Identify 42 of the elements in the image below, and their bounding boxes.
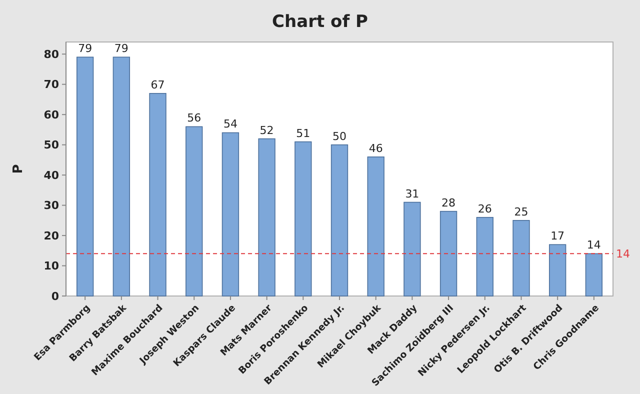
data-label: 17 xyxy=(550,230,565,243)
data-label: 25 xyxy=(514,205,528,218)
y-tick-label: 0 xyxy=(51,290,60,303)
bar xyxy=(440,210,458,296)
data-label: 54 xyxy=(223,118,238,131)
bar xyxy=(222,132,240,296)
bar xyxy=(76,56,94,296)
data-label: 26 xyxy=(478,202,492,216)
y-tick-label: 10 xyxy=(44,260,60,273)
bar xyxy=(367,156,384,296)
data-label: 67 xyxy=(150,78,165,92)
y-tick-label: 60 xyxy=(44,108,60,122)
data-label: 46 xyxy=(368,142,383,155)
y-tick-label: 40 xyxy=(44,168,60,182)
data-label: 56 xyxy=(187,112,202,125)
data-label: 50 xyxy=(332,130,346,143)
bar xyxy=(112,56,130,296)
data-label: 79 xyxy=(78,42,92,56)
chart-title: Chart of P xyxy=(272,12,368,32)
bar xyxy=(404,202,421,296)
bar xyxy=(330,144,348,296)
bar xyxy=(149,93,166,296)
data-label: 14 xyxy=(586,238,601,252)
bar xyxy=(294,141,312,296)
bar xyxy=(476,216,494,296)
y-axis-title: P xyxy=(11,164,26,174)
data-label: 28 xyxy=(442,196,456,210)
bar xyxy=(512,220,530,296)
y-tick-label: 70 xyxy=(44,78,60,92)
y-tick-label: 50 xyxy=(44,138,60,152)
bar xyxy=(585,253,602,296)
bar xyxy=(186,126,203,296)
data-label: 31 xyxy=(405,187,420,200)
bar xyxy=(548,244,566,296)
data-label: 79 xyxy=(114,42,128,56)
ref-line-label: 14 xyxy=(616,248,630,261)
y-tick-label: 80 xyxy=(44,48,60,61)
y-tick-label: 30 xyxy=(44,199,60,212)
y-tick-label: 20 xyxy=(44,229,60,242)
data-label: 52 xyxy=(260,124,274,137)
data-label: 51 xyxy=(296,126,310,140)
bar xyxy=(258,138,276,296)
